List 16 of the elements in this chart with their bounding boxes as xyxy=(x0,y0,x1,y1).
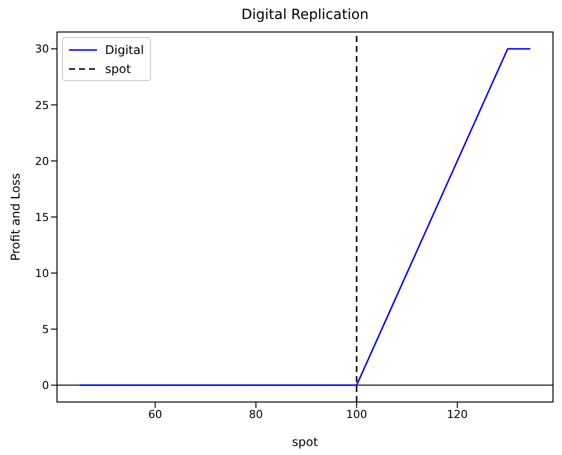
y-tick-label: 10 xyxy=(35,266,49,280)
y-tick-label: 15 xyxy=(35,210,49,224)
y-tick-label: 0 xyxy=(42,379,49,392)
chart-title: Digital Replication xyxy=(240,7,370,23)
x-tick-label: 60 xyxy=(148,408,162,421)
y-tick-label: 25 xyxy=(35,98,49,112)
x-tick-label: 80 xyxy=(248,408,263,421)
y-tick-label: 5 xyxy=(42,323,49,336)
x-tick-label: 100 xyxy=(346,408,368,421)
ref-line-label: spot xyxy=(105,62,131,76)
x-tick-label: 120 xyxy=(446,408,468,421)
legend-label: Digital xyxy=(105,42,144,56)
y-tick-label: 20 xyxy=(35,154,49,168)
y-tick-label: 30 xyxy=(35,42,49,56)
x-axis-title: spot xyxy=(292,435,318,449)
y-axis-title: Profit and Loss xyxy=(8,173,22,261)
